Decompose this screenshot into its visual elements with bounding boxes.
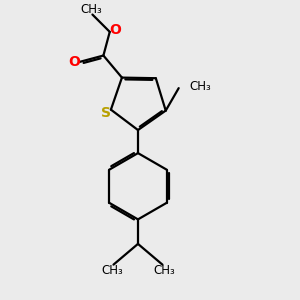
Text: CH₃: CH₃ [153,265,175,278]
Text: CH₃: CH₃ [80,3,102,16]
Text: CH₃: CH₃ [101,265,123,278]
Text: CH₃: CH₃ [190,80,211,93]
Text: O: O [109,23,121,38]
Text: S: S [101,106,111,119]
Text: O: O [68,55,80,69]
